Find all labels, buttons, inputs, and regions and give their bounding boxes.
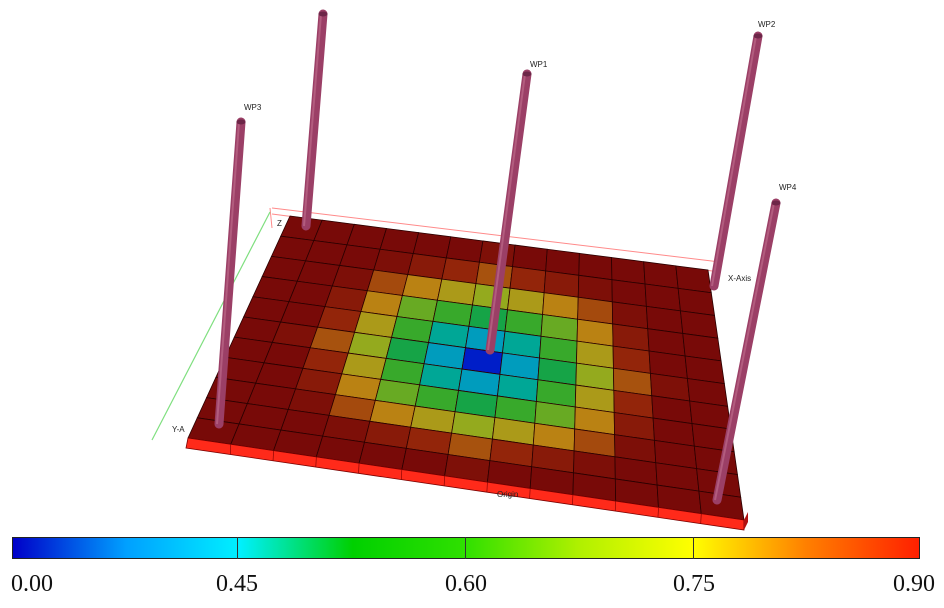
- grid-front-divider: [657, 507, 659, 518]
- well-wp1: [485, 69, 532, 355]
- well-wp4-top: [771, 200, 781, 206]
- color-scale-bar: [12, 537, 920, 559]
- axis-label-z: Z: [277, 219, 282, 228]
- grid-front-edge: [185, 437, 748, 531]
- axis-label-y: Y-A: [172, 425, 185, 434]
- well-wp1-highlight: [487, 73, 526, 351]
- axis-label-x: X-Axis: [728, 274, 751, 283]
- grid-front-divider: [229, 444, 232, 455]
- color-scale-label-0: 0.00: [11, 571, 53, 597]
- grid-front-divider: [443, 475, 445, 486]
- grid-front-divider: [401, 469, 403, 480]
- well-unlabeled-highlight: [303, 13, 322, 227]
- color-scale-tick: [465, 537, 466, 559]
- grid-front-divider: [272, 450, 274, 461]
- well-wp3: [214, 117, 246, 429]
- color-scale-tick: [693, 537, 694, 559]
- well-wp2-top: [753, 33, 763, 39]
- well-wp3-highlight: [216, 121, 240, 425]
- well-label-wp1: WP1: [530, 60, 548, 69]
- grid-front-divider: [529, 488, 531, 499]
- well-wp4: [712, 198, 781, 505]
- well-unlabeled-top: [318, 11, 328, 17]
- y-axis-line: [151, 211, 271, 441]
- grid-front-divider: [486, 482, 488, 493]
- grid-right-face: [744, 512, 748, 530]
- color-scale-label-2: 0.60: [445, 571, 487, 597]
- well-wp4-highlight: [714, 202, 775, 501]
- well-wp1-top: [522, 71, 532, 77]
- reservoir-grid: [187, 215, 745, 521]
- color-scale-tick: [237, 537, 238, 559]
- grid-front-divider: [614, 501, 616, 512]
- well-wp3-top: [236, 119, 246, 125]
- axis-label-origin: Origin: [497, 490, 518, 499]
- grid-front-divider: [358, 463, 360, 474]
- well-wp2: [709, 31, 763, 291]
- grid-front-divider: [700, 513, 702, 524]
- color-scale-label-1: 0.45: [216, 571, 258, 597]
- well-label-wp4: WP4: [779, 183, 797, 192]
- well-label-wp2: WP2: [758, 20, 776, 29]
- well-wp2-highlight: [711, 35, 757, 287]
- well-unlabeled: [301, 9, 328, 231]
- color-scale-label-3: 0.75: [673, 571, 715, 597]
- box-line-corner: [269, 207, 273, 229]
- well-label-wp3: WP3: [244, 103, 262, 112]
- color-scale-label-4: 0.90: [893, 571, 935, 597]
- grid-front-divider: [572, 494, 574, 505]
- wells: [214, 9, 781, 505]
- grid-front-divider: [315, 456, 317, 467]
- box-line-top: [271, 207, 721, 263]
